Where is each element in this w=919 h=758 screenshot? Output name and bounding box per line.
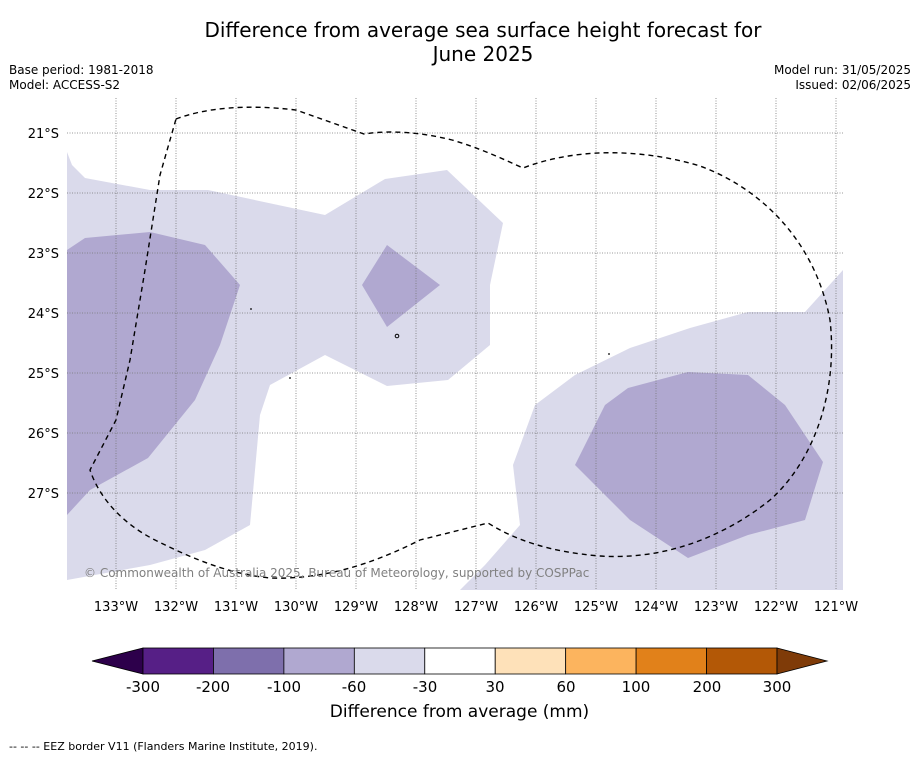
eez-legend-note: -- -- -- EEZ border V11 (Flanders Marine… [9, 740, 318, 753]
anomaly-zone-medium-center [362, 245, 440, 327]
colorbar-over-extension [776, 647, 829, 675]
lat-label: 26°S [28, 427, 59, 442]
lon-label: 132°W [154, 600, 198, 615]
longitude-labels: 133°W 132°W 131°W 130°W 129°W 128°W 127°… [94, 600, 858, 615]
colorbar-block [283, 647, 355, 675]
colorbar-tick: 200 [693, 678, 722, 696]
colorbar-block [142, 647, 214, 675]
colorbar-label: Difference from average (mm) [329, 702, 590, 722]
title-line-2: June 2025 [432, 42, 534, 66]
colorbar-block [706, 647, 778, 675]
colorbar-tick: -200 [196, 678, 230, 696]
meta-left: Base period: 1981-2018 Model: ACCESS-S2 [9, 63, 154, 93]
meta-right: Model run: 31/05/2025 Issued: 02/06/2025 [774, 63, 911, 93]
lon-label: 130°W [274, 600, 318, 615]
graticule [67, 98, 843, 590]
lon-label: 124°W [634, 600, 678, 615]
lat-label: 24°S [28, 307, 59, 322]
colorbar-tick: -60 [342, 678, 367, 696]
lon-label: 121°W [814, 600, 858, 615]
anomaly-zone-medium-west [67, 232, 240, 515]
lon-label: 126°W [514, 600, 558, 615]
colorbar-tick-labels: -300 -200 -100 -60 -30 30 60 100 200 300 [126, 678, 791, 696]
colorbar-tick: 100 [622, 678, 651, 696]
colorbar-block [353, 647, 426, 675]
lon-label: 131°W [214, 600, 258, 615]
eez-border [89, 106, 833, 579]
colorbar-tick: 300 [763, 678, 792, 696]
model-name: Model: ACCESS-S2 [9, 78, 121, 92]
map-plot-area: © Commonwealth of Australia 2025, Bureau… [67, 98, 843, 590]
lon-label: 123°W [694, 600, 738, 615]
lat-label: 21°S [28, 127, 59, 142]
lon-label: 127°W [454, 600, 498, 615]
island-speck-4 [608, 353, 610, 355]
colorbar-block [565, 647, 637, 675]
island-speck-2 [250, 308, 252, 310]
colorbar-tick: -30 [413, 678, 438, 696]
lat-label: 27°S [28, 487, 59, 502]
colorbar-block [635, 647, 707, 675]
colorbar-tick: 30 [485, 678, 504, 696]
copyright-notice: © Commonwealth of Australia 2025, Bureau… [84, 566, 589, 580]
colorbar-block [494, 647, 567, 675]
base-period: Base period: 1981-2018 [9, 63, 154, 77]
latitude-labels: 21°S 22°S 23°S 24°S 25°S 26°S 27°S [28, 127, 59, 502]
lon-label: 125°W [574, 600, 618, 615]
anomaly-zone-medium-east [575, 372, 823, 558]
lon-label: 133°W [94, 600, 138, 615]
lon-label: 128°W [394, 600, 438, 615]
map-title: Difference from average sea surface heig… [0, 18, 919, 66]
colorbar-tick: -300 [126, 678, 160, 696]
colorbar-tick: 60 [556, 678, 575, 696]
lon-label: 122°W [754, 600, 798, 615]
title-line-1: Difference from average sea surface heig… [204, 18, 762, 42]
issued-date: Issued: 02/06/2025 [795, 78, 911, 92]
lat-label: 25°S [28, 367, 59, 382]
colorbar-under-extension [91, 647, 144, 675]
colorbar-block [213, 647, 285, 675]
island-speck-3 [289, 377, 291, 379]
lon-label: 129°W [334, 600, 378, 615]
lat-label: 23°S [28, 247, 59, 262]
island-speck-1 [394, 333, 400, 339]
colorbar-tick: -100 [267, 678, 301, 696]
colorbar-block [424, 647, 496, 675]
colorbar: -300 -200 -100 -60 -30 30 60 100 200 300 [91, 647, 829, 696]
lat-label: 22°S [28, 187, 59, 202]
colorbar-blocks [142, 647, 778, 675]
model-run: Model run: 31/05/2025 [773, 63, 911, 77]
